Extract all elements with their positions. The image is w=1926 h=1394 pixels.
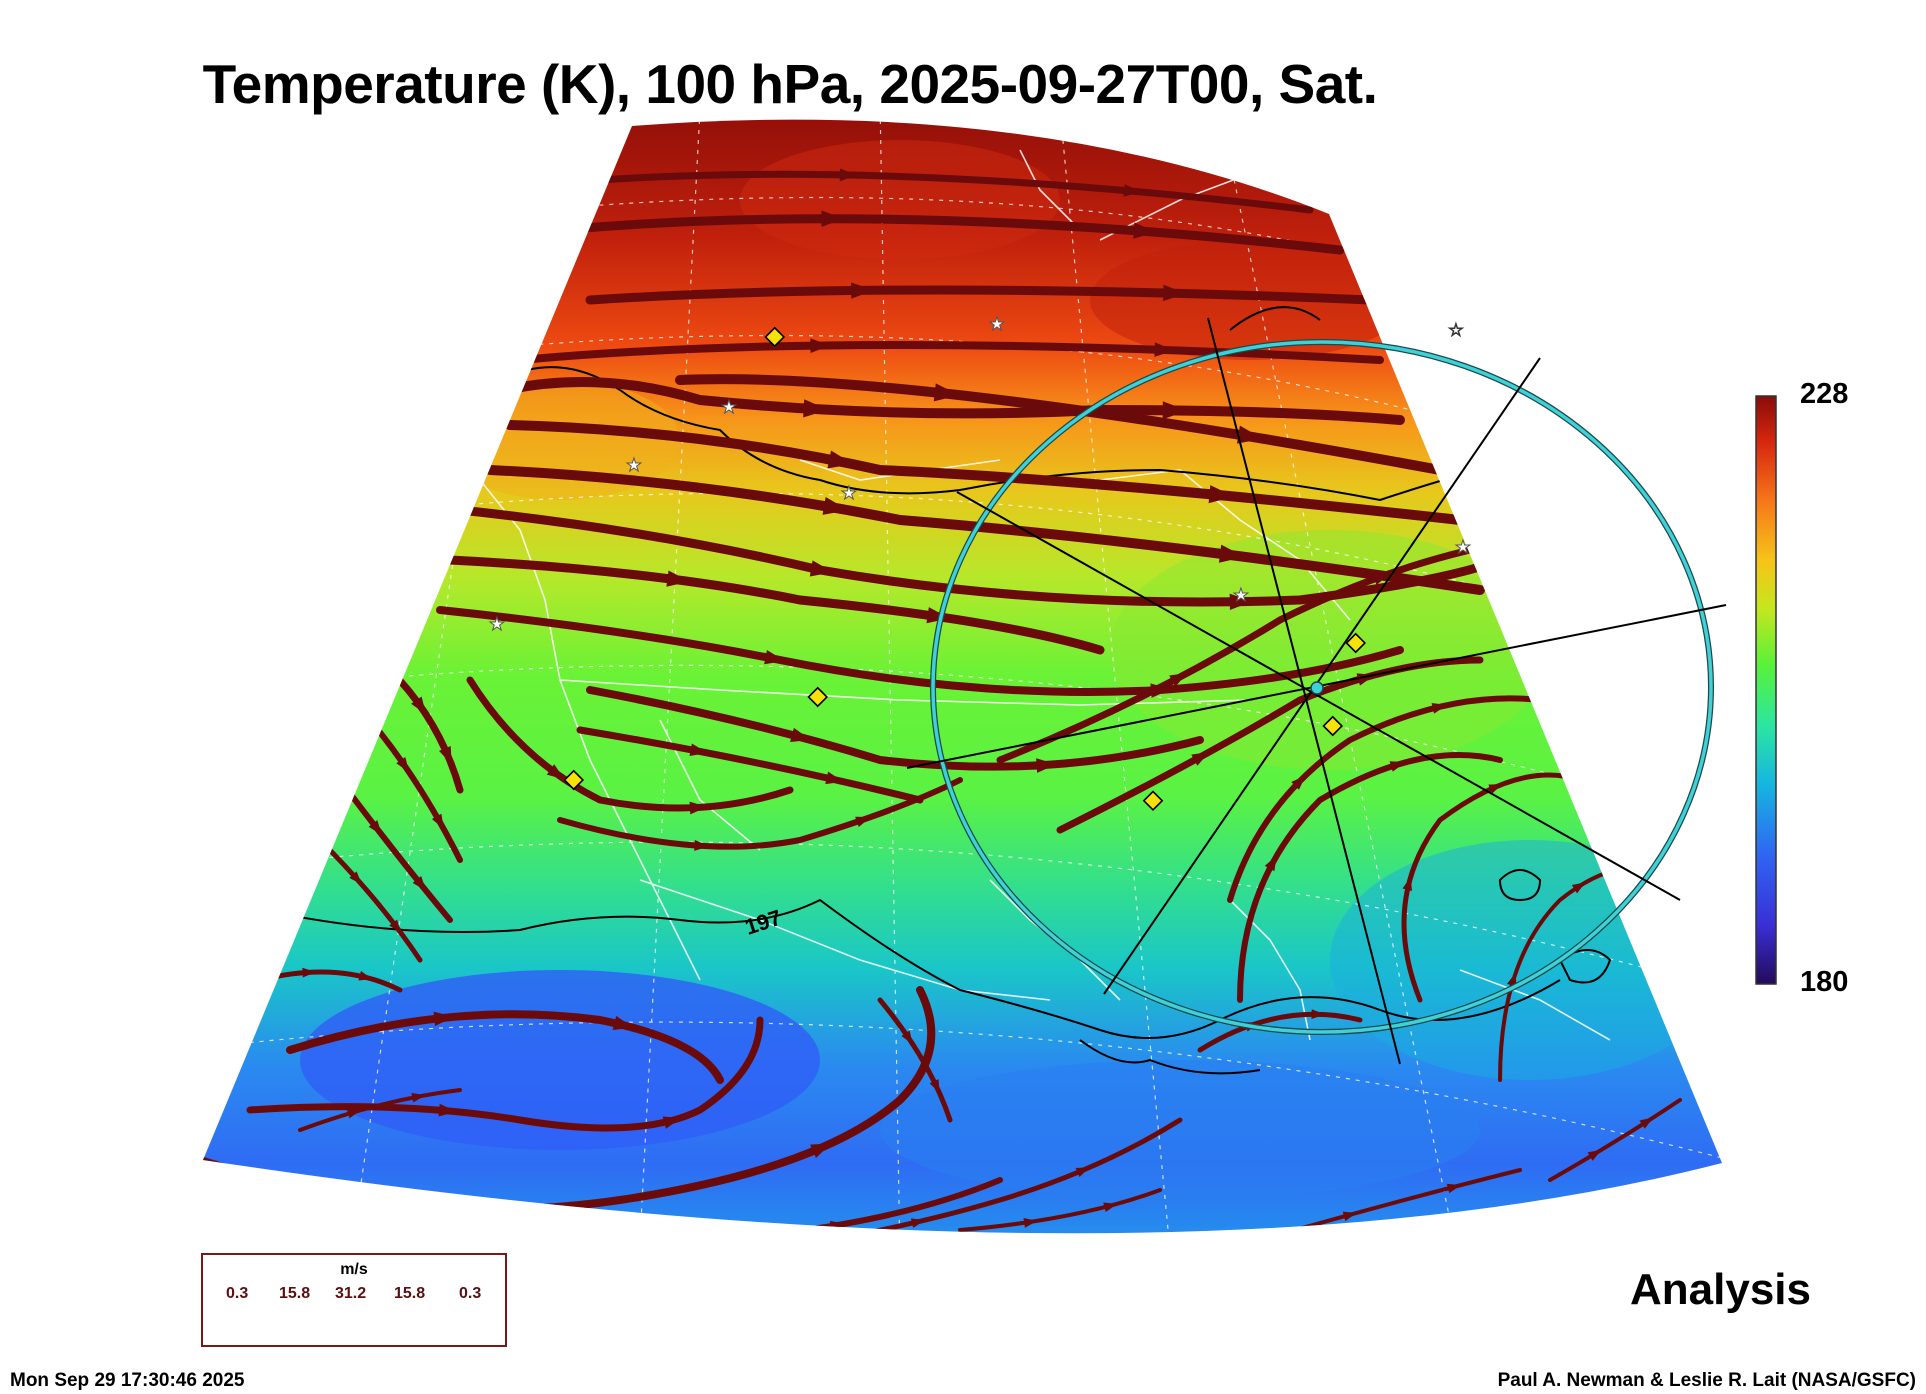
streamline-arrowhead	[825, 771, 844, 785]
yellow-diamond-markers	[563, 326, 1367, 812]
wind-legend-value: 15.8	[279, 1285, 311, 1302]
streamline-arrowhead	[368, 820, 383, 836]
streamline-arrowhead	[433, 1011, 454, 1027]
streamline-arrowhead	[389, 919, 402, 934]
streamline-arrowhead	[1372, 572, 1391, 585]
streamline-arrowhead	[810, 338, 831, 353]
streamline-arrowhead	[929, 1079, 940, 1094]
streamline-arrowhead	[1023, 1218, 1038, 1228]
colorbar	[1755, 395, 1777, 985]
streamline-arrowhead	[926, 607, 950, 624]
svg-text:★: ★	[721, 397, 737, 418]
streamline-arrowhead	[439, 746, 452, 765]
streamline-arrowhead	[302, 967, 316, 978]
streamline-arrowhead	[1639, 1117, 1654, 1129]
streamline-arrowhead	[1218, 544, 1245, 563]
svg-text:★: ★	[489, 614, 505, 635]
streamline-arrowhead	[396, 757, 410, 773]
svg-text:☆: ☆	[1448, 320, 1464, 341]
streamline-arrowhead	[1123, 184, 1142, 197]
map-title: Temperature (K), 100 hPa, 2025-09-27T00,…	[202, 53, 1378, 115]
streamline-arrowhead	[666, 570, 690, 587]
streamline-arrowhead	[809, 560, 834, 577]
streamline-arrowhead	[1342, 1211, 1357, 1222]
svg-text:★: ★	[1233, 585, 1249, 606]
streamline-arrowhead	[411, 1092, 426, 1103]
streamline-arrowhead	[1036, 758, 1057, 773]
svg-text:★: ★	[1455, 537, 1471, 558]
streamline-arrowhead	[1402, 876, 1412, 891]
isotherms	[219, 306, 1612, 1075]
streamline-arrowhead	[480, 1201, 501, 1217]
colorbar-max-label: 228	[1800, 378, 1849, 410]
streamline-arrowhead	[1208, 485, 1235, 504]
trajectory-overlay	[906, 317, 1727, 1065]
streamline-arrowhead	[1133, 222, 1157, 239]
streamline-arrowhead	[827, 450, 854, 469]
colorbar-min-label: 180	[1800, 966, 1849, 998]
streamline-arrowhead	[612, 1015, 634, 1030]
white-star-markers: ★ ★ ★ ★ ★ ★ ★ ☆	[488, 314, 1471, 636]
wind-legend-value: 15.8	[394, 1285, 426, 1302]
svg-text:★: ★	[841, 483, 857, 504]
streamline-arrowhead	[1150, 683, 1171, 698]
streamline-arrowhead	[1229, 593, 1253, 611]
streamline-arrowhead	[1169, 673, 1188, 687]
streamline-arrowhead	[1488, 784, 1503, 794]
streamline-arrowhead	[689, 743, 708, 756]
streamline-arrowhead	[1154, 342, 1175, 357]
streamline-arrowhead	[358, 971, 373, 981]
wind-speed-legend: m/s 0.3 15.8 31.2 15.8 0.3	[201, 1253, 507, 1347]
wind-legend-value: 31.2	[335, 1285, 367, 1302]
wind-legend-units: m/s	[340, 1261, 368, 1278]
streamline-arrowhead	[412, 876, 427, 892]
streamline-arrowhead	[855, 816, 871, 828]
wind-legend-value: 0.3	[459, 1285, 482, 1302]
streamline-arrowhead	[790, 727, 812, 742]
streamline-arrowhead	[1163, 284, 1186, 302]
streamline-arrowhead	[1162, 401, 1188, 420]
streamline-arrowhead	[1264, 855, 1277, 872]
streamline-arrowhead	[346, 1108, 361, 1119]
streamline-arrowhead	[910, 1218, 925, 1228]
streamline-arrowhead	[1191, 751, 1210, 766]
streamline-arrowhead	[438, 1103, 457, 1117]
streamline-arrowhead	[431, 813, 444, 830]
streamline-arrowhead	[662, 1116, 681, 1129]
streamline-arrowhead	[694, 839, 710, 851]
streamline-arrowhead	[1571, 882, 1586, 894]
streamline-arrowhead	[1311, 1009, 1325, 1020]
streamline-arrowhead	[810, 1143, 832, 1158]
wind-legend-value: 0.3	[226, 1285, 249, 1302]
streamline-arrowhead	[1506, 972, 1517, 987]
streamline-arrowhead	[1446, 1183, 1461, 1194]
streamline-arrowhead	[1103, 1202, 1118, 1212]
footer-credit: Paul A. Newman & Leslie R. Lait (NASA/GS…	[1497, 1370, 1916, 1391]
streamline-arrowhead	[851, 282, 874, 299]
streamline-arrowhead	[1587, 1149, 1602, 1161]
streamline-arrowhead	[546, 764, 565, 780]
streamline-arrowhead	[933, 383, 960, 402]
streamline-arrowhead	[1075, 1167, 1090, 1178]
wind-streamlines	[203, 168, 1682, 1234]
streamline-arrowhead	[803, 399, 829, 418]
streamline-arrowhead	[1236, 425, 1263, 444]
footer-timestamp: Mon Sep 29 17:30:46 2025	[10, 1370, 245, 1391]
svg-text:★: ★	[989, 314, 1005, 335]
streamline-arrowhead	[1431, 702, 1448, 714]
streamline-arrowhead	[901, 1030, 913, 1045]
streamline-arrowhead	[689, 801, 708, 815]
streamline-arrowhead	[821, 210, 844, 227]
streamline-arrowhead	[349, 871, 362, 885]
streamline-arrowhead	[822, 496, 849, 515]
streamline-arrowhead	[1389, 761, 1406, 772]
streamline-arrowhead	[411, 696, 427, 715]
streamline-arrowhead	[839, 168, 858, 182]
streamline-arrowhead	[764, 649, 785, 665]
svg-text:★: ★	[626, 455, 642, 476]
streamline-arrowhead	[562, 1227, 578, 1234]
analysis-label: Analysis	[1630, 1265, 1811, 1314]
streamline-arrowhead	[1291, 775, 1306, 790]
